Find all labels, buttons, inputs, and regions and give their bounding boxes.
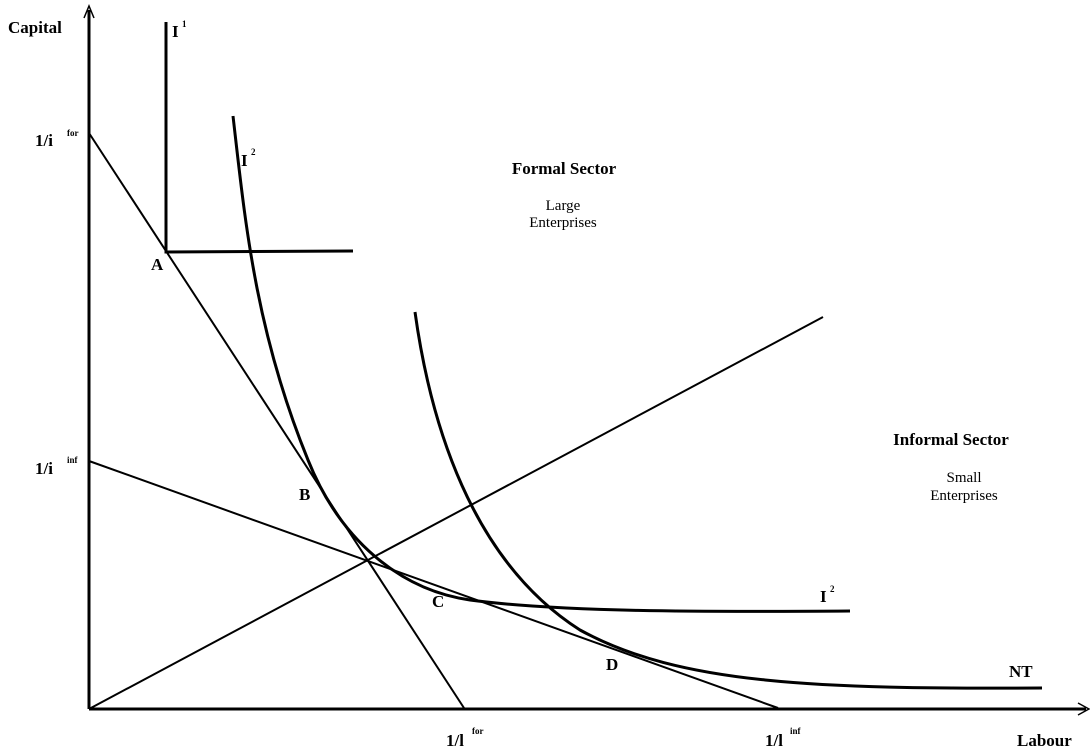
y-axis-arrow [83,4,95,19]
formal-sector-line1: Large [546,198,581,214]
sector-divider-line [88,316,824,710]
isoquant-i2-top-label: I 2 [241,147,256,170]
isoquant-i2-curve [231,115,851,613]
isoquant-i1 [164,22,354,254]
x-axis-label: Labour [1017,731,1072,750]
point-c-label: C [432,592,444,611]
formal-sector-line2: Enterprises [529,215,597,231]
x-intercept-informal-sup: inf [790,726,802,736]
y-intercept-formal-base: 1/i [35,131,53,150]
isoquant-i2-right-label: I 2 [820,584,835,606]
formal-sector-title: Formal Sector [512,159,617,178]
x-intercept-informal-label: 1/l inf [765,726,802,750]
isoquant-i1-sup: 1 [182,19,187,29]
isoquant-i2-top-sup: 2 [251,147,256,157]
informal-sector-line2: Enterprises [930,488,998,504]
isoquant-i2-top-base: I [241,151,248,170]
isoquant-nt-label: NT [1009,662,1033,681]
informal-sector-region-label: Informal Sector Small Enterprises [893,430,1009,504]
axes [83,4,1090,716]
point-b-label: B [299,485,310,504]
x-intercept-informal-base: 1/l [765,731,783,750]
y-intercept-formal-label: 1/i for [35,128,79,150]
isoquant-i1-label: I 1 [172,19,187,41]
x-axis-arrow [1077,702,1090,716]
y-axis-label: Capital [8,18,62,37]
informal-sector-line1: Small [946,470,981,486]
y-intercept-formal-sup: for [67,128,79,138]
x-intercept-formal-sup: for [472,726,484,736]
formal-sector-region-label: Formal Sector Large Enterprises [512,159,617,231]
isoquant-nt-curve [413,311,1043,690]
formal-isocost-line [88,132,465,709]
point-a-label: A [151,255,164,274]
x-intercept-formal-label: 1/l for [446,726,484,750]
informal-isocost-line [88,460,779,709]
isoquant-i2-right-sup: 2 [830,584,835,594]
informal-sector-title: Informal Sector [893,430,1009,449]
y-intercept-informal-sup: inf [67,455,79,465]
y-intercept-informal-base: 1/i [35,459,53,478]
point-d-label: D [606,655,618,674]
isoquant-i2-right-base: I [820,587,827,606]
x-intercept-formal-base: 1/l [446,731,464,750]
y-intercept-informal-label: 1/i inf [35,455,79,478]
isoquant-i1-base: I [172,22,179,41]
